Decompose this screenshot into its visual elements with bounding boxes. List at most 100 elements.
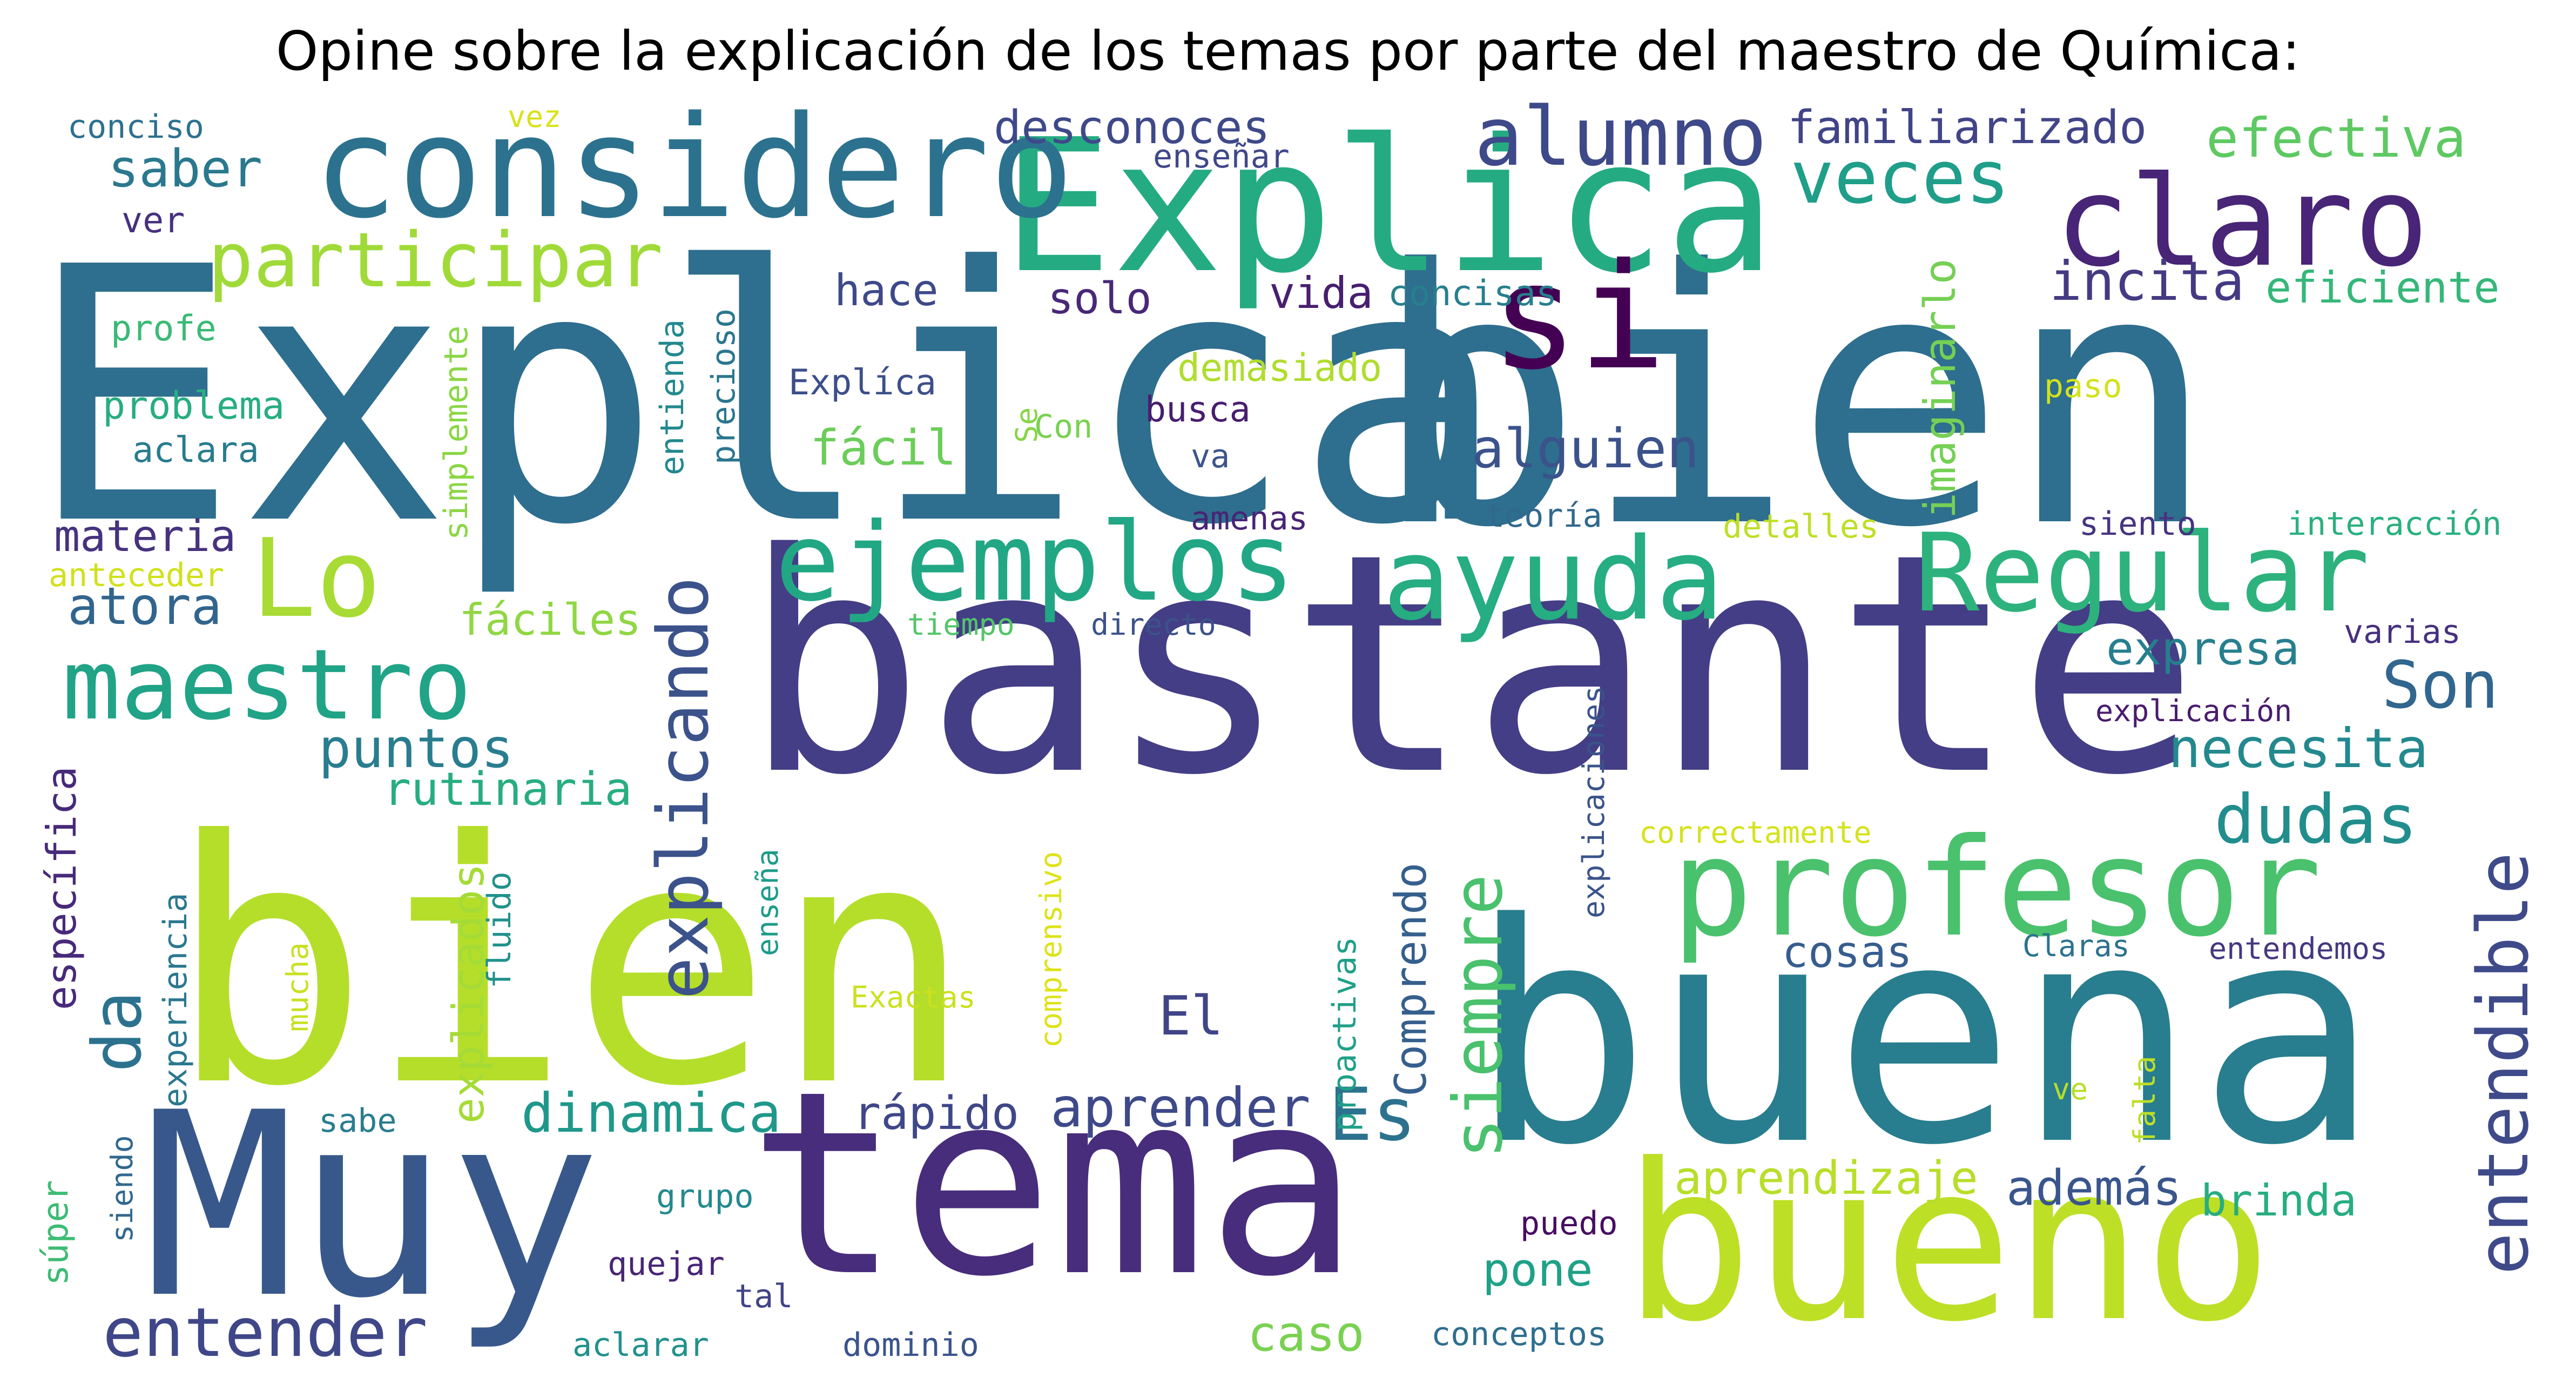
word-problema: problema	[103, 384, 285, 428]
word-entender: entender	[103, 1294, 428, 1372]
word-explicando: explicando	[642, 576, 724, 999]
chart-title: Opine sobre la explicación de los temas …	[275, 19, 2301, 83]
word-teoria: teoría	[1485, 497, 1602, 535]
word-explica: Explica	[1002, 100, 1776, 314]
word-si: si	[1491, 232, 1666, 402]
word-considero: considero	[313, 86, 1074, 250]
word-explicados: explicados	[443, 863, 494, 1124]
word-bastante: bastante	[743, 489, 2199, 842]
word-dominio: dominio	[842, 1326, 979, 1364]
word-siendo: siendo	[105, 1135, 139, 1242]
word-profe: profe	[111, 308, 217, 349]
word-explicacion: explicación	[2095, 694, 2292, 728]
word-especifica: específica	[38, 766, 85, 1010]
word-varias: varias	[2344, 613, 2461, 651]
word-facil: fácil	[810, 420, 956, 476]
word-conceptos: conceptos	[1431, 1315, 1607, 1353]
word-super: súper	[36, 1180, 76, 1286]
word-tiempo: tiempo	[907, 607, 1015, 642]
word-siempre: siempre	[1439, 874, 1518, 1159]
word-ve: ve	[2052, 1072, 2088, 1106]
word-simplemente: simplemente	[437, 326, 475, 540]
word-incita: incita	[2049, 250, 2244, 313]
word-grupo: grupo	[656, 1178, 754, 1215]
word-busca: busca	[1145, 389, 1251, 430]
word-entendemos: entendemos	[2209, 931, 2388, 966]
word-regular: Regular	[1914, 510, 2370, 636]
word-aclarar: aclarar	[572, 1326, 709, 1364]
word-dinamica: dinamica	[521, 1081, 781, 1145]
word-experiencia: experiencia	[157, 893, 194, 1107]
word-ensenar: enseñar	[1153, 138, 1290, 176]
word-amenas: amenas	[1191, 500, 1308, 537]
word-da: da	[78, 991, 157, 1072]
word-bien: bien	[1372, 196, 2217, 604]
word-conciso: conciso	[68, 108, 204, 146]
word-solo: solo	[1048, 273, 1152, 324]
word-necesita: necesita	[2168, 717, 2429, 780]
word-imaginarlo: imaginarlo	[1915, 258, 1965, 519]
word-entienda: entienda	[653, 319, 691, 475]
word-tal: tal	[734, 1278, 793, 1315]
word-explica: Explica	[27, 193, 1506, 602]
word-directo: directo	[1091, 607, 1216, 642]
word-aprendizaje: aprendizaje	[1674, 1152, 1978, 1205]
word-exactas: Exactas	[851, 980, 976, 1014]
word-precioso: precioso	[705, 308, 743, 465]
word-anteceder: anteceder	[49, 556, 224, 594]
word-el: El	[1158, 984, 1223, 1047]
word-interaccion: interacción	[2287, 505, 2501, 543]
word-son: Son	[2382, 648, 2499, 723]
word-correctamente: correctamente	[1639, 815, 1871, 850]
word-vez: vez	[508, 99, 561, 134]
word-es: Es	[1329, 1072, 1417, 1157]
word-puedo: puedo	[1520, 1205, 1618, 1242]
word-muy: Muy	[143, 1058, 602, 1354]
word-ver: ver	[122, 200, 185, 241]
word-hace: hace	[834, 265, 939, 315]
word-saber: saber	[108, 139, 262, 199]
word-falta: falta	[2127, 1056, 2162, 1145]
word-comprendo: Comprendo	[1386, 863, 1436, 1097]
word-alguien: alguien	[1472, 417, 1699, 480]
word-tema: tema	[748, 1037, 1359, 1332]
word-explica: Explíca	[788, 362, 936, 403]
word-profesor: profesor	[1671, 809, 2322, 966]
word-claro: claro	[2055, 150, 2429, 294]
word-maestro: maestro	[62, 629, 472, 742]
word-ademas: además	[2006, 1160, 2182, 1217]
word-proactivas: proactivas	[1326, 937, 1364, 1132]
word-efectiva: efectiva	[2206, 106, 2466, 170]
word-participar: participar	[208, 217, 663, 305]
word-atora: atora	[68, 577, 222, 636]
word-concisas: concisas	[1388, 273, 1557, 314]
word-quejar: quejar	[608, 1245, 725, 1283]
word-fluido: fluido	[481, 871, 518, 989]
word-aclara: aclara	[132, 430, 259, 471]
word-cosas: cosas	[1782, 927, 1912, 977]
word-familiarizado: familiarizado	[1788, 101, 2147, 154]
word-brinda: brinda	[2201, 1175, 2357, 1226]
word-siento: siento	[2079, 505, 2196, 543]
word-alumno: alumno	[1474, 90, 1767, 184]
word-veces: veces	[1790, 135, 2009, 220]
word-demasiado: demasiado	[1177, 346, 1382, 390]
word-ensena: enseña	[750, 849, 785, 956]
word-explicaciones: explicaciones	[1576, 686, 1611, 918]
word-lo: Lo	[251, 516, 381, 642]
word-rapido: rápido	[853, 1087, 1019, 1140]
word-detalles: detalles	[1723, 508, 1879, 546]
word-paso: paso	[2044, 367, 2122, 405]
word-caso: caso	[1247, 1306, 1365, 1362]
word-buena: buena	[1469, 859, 2379, 1212]
word-va: va	[1191, 438, 1230, 475]
word-puntos: puntos	[319, 717, 514, 780]
word-desconoces: desconoces	[994, 101, 1270, 154]
word-aprender: aprender	[1050, 1076, 1311, 1139]
word-materia: materia	[54, 511, 236, 561]
word-eficiente: eficiente	[2265, 263, 2499, 313]
word-ejemplos: ejemplos	[775, 500, 1295, 626]
word-ayuda: ayuda	[1383, 513, 1724, 646]
word-bueno: bueno	[1623, 1118, 2273, 1369]
